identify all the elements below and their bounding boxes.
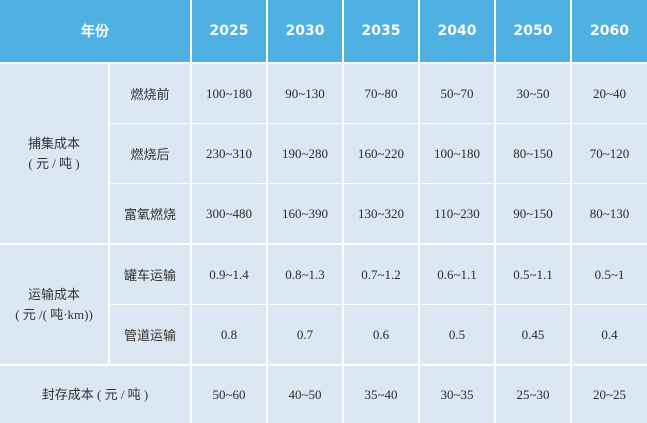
- table-cell: 0.5~1.1: [494, 243, 570, 304]
- table-cell: 0.4: [570, 304, 647, 364]
- row-label: 富氧燃烧: [108, 183, 190, 243]
- table-cell: 0.45: [494, 304, 570, 364]
- table-row: 富氧燃烧 300~480 160~390 130~320 110~230 90~…: [0, 183, 647, 243]
- table-row: 捕集成本 ( 元 / 吨 ) 燃烧前 100~180 90~130 70~80 …: [0, 62, 647, 243]
- year-2035: 2035: [342, 0, 418, 62]
- transport-cost-label: 运输成本: [27, 286, 80, 302]
- table-cell: 70~120: [570, 123, 647, 183]
- capture-cost-category: 捕集成本 ( 元 / 吨 ): [0, 62, 108, 243]
- year-2025: 2025: [190, 0, 266, 62]
- table-row: 管道运输 0.8 0.7 0.6 0.5 0.45 0.4: [0, 304, 647, 364]
- storage-cost-label: 封存成本 ( 元 / 吨 ): [0, 364, 190, 423]
- table-cell: 230~310: [190, 123, 266, 183]
- table-row: 运输成本 ( 元 /( 吨·km)) 罐车运输 0.9~1.4 0.8~1.3 …: [0, 243, 647, 364]
- table-cell: 0.7: [266, 304, 342, 364]
- table-cell: 100~180: [418, 123, 494, 183]
- table-row: 封存成本 ( 元 / 吨 ) 50~60 40~50 35~40 30~35 2…: [0, 364, 647, 423]
- row-label: 管道运输: [108, 304, 190, 364]
- table-cell: 100~180: [190, 62, 266, 123]
- table-cell: 160~220: [342, 123, 418, 183]
- table-cell: 20~40: [570, 62, 647, 123]
- transport-cost-category: 运输成本 ( 元 /( 吨·km)): [0, 243, 108, 364]
- table-cell: 300~480: [190, 183, 266, 243]
- table-cell: 40~50: [266, 364, 342, 423]
- table-cell: 50~60: [190, 364, 266, 423]
- transport-cost-unit: ( 元 /( 吨·km)): [15, 306, 93, 322]
- table-cell: 0.5~1: [570, 243, 647, 304]
- table-cell: 0.9~1.4: [190, 243, 266, 304]
- table-cell: 20~25: [570, 364, 647, 423]
- year-2030: 2030: [266, 0, 342, 62]
- table-cell: 70~80: [342, 62, 418, 123]
- table-cell: 50~70: [418, 62, 494, 123]
- year-2040: 2040: [418, 0, 494, 62]
- year-header: 年份: [0, 0, 190, 62]
- table-cell: 0.8: [190, 304, 266, 364]
- table-cell: 190~280: [266, 123, 342, 183]
- year-2050: 2050: [494, 0, 570, 62]
- row-label: 罐车运输: [108, 243, 190, 304]
- table-row: 燃烧后 230~310 190~280 160~220 100~180 80~1…: [0, 123, 647, 183]
- table-cell: 0.5: [418, 304, 494, 364]
- table-cell: 80~130: [570, 183, 647, 243]
- capture-cost-label: 捕集成本: [27, 135, 80, 151]
- table-cell: 0.7~1.2: [342, 243, 418, 304]
- row-label: 燃烧后: [108, 123, 190, 183]
- table-cell: 0.6: [342, 304, 418, 364]
- table-cell: 110~230: [418, 183, 494, 243]
- table-cell: 30~50: [494, 62, 570, 123]
- table-cell: 80~150: [494, 123, 570, 183]
- table-cell: 130~320: [342, 183, 418, 243]
- header-row: 年份 2025 2030 2035 2040 2050 2060: [0, 0, 647, 62]
- table-cell: 160~390: [266, 183, 342, 243]
- table-cell: 90~130: [266, 62, 342, 123]
- table-cell: 90~150: [494, 183, 570, 243]
- table-cell: 30~35: [418, 364, 494, 423]
- table-cell: 0.8~1.3: [266, 243, 342, 304]
- table-cell: 35~40: [342, 364, 418, 423]
- row-label: 燃烧前: [108, 62, 190, 123]
- year-2060: 2060: [570, 0, 647, 62]
- table-cell: 0.6~1.1: [418, 243, 494, 304]
- table-cell: 25~30: [494, 364, 570, 423]
- capture-cost-unit: ( 元 / 吨 ): [28, 155, 80, 171]
